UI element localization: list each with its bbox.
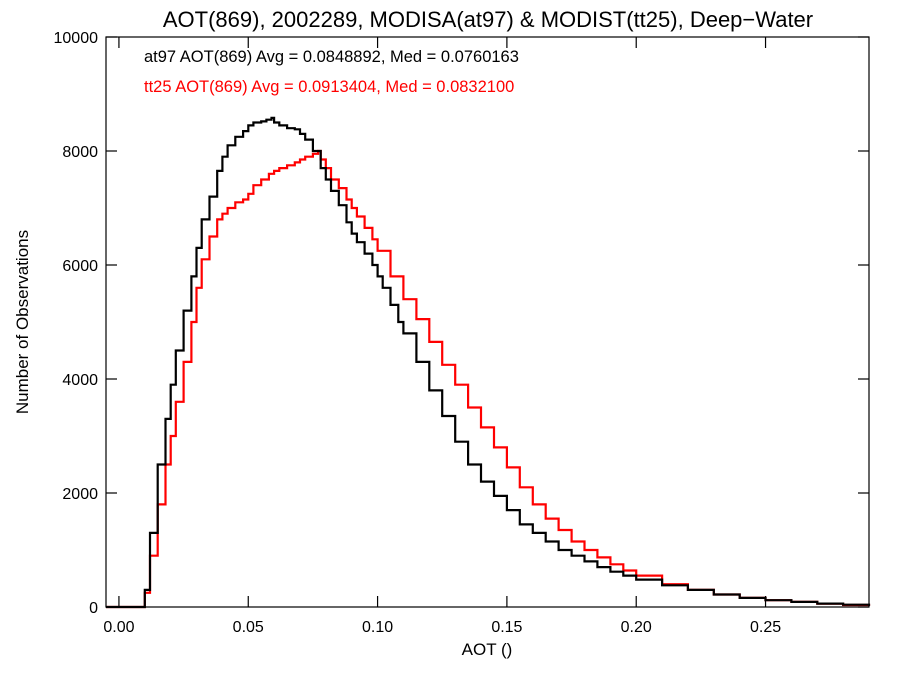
x-tick-label: 0.10 [362, 619, 393, 636]
series-tt25-histogram [106, 149, 871, 609]
series-at97-histogram [106, 116, 871, 609]
plot-frame [105, 36, 870, 608]
annotation-tt25-stats: tt25 AOT(869) Avg = 0.0913404, Med = 0.0… [144, 78, 514, 96]
y-tick-label: 10000 [54, 30, 99, 47]
y-tick-label: 0 [89, 600, 98, 617]
x-tick-label: 0.25 [750, 619, 781, 636]
y-tick-label: 4000 [62, 372, 98, 389]
x-tick-label: 0.00 [103, 619, 134, 636]
x-tick-label: 0.15 [491, 619, 522, 636]
chart-title: AOT(869), 2002289, MODISA(at97) & MODIST… [163, 7, 813, 32]
x-axis-ticks: 0.00 0.05 0.10 0.15 0.20 0.25 [103, 37, 781, 636]
y-tick-label: 8000 [62, 144, 98, 161]
x-tick-label: 0.20 [621, 619, 652, 636]
annotation-at97-stats: at97 AOT(869) Avg = 0.0848892, Med = 0.0… [144, 48, 519, 66]
y-axis-label: Number of Observations [13, 230, 32, 414]
x-axis-label: AOT () [462, 640, 513, 659]
y-axis-ticks: 0 2000 4000 6000 8000 10000 [54, 30, 869, 617]
x-tick-label: 0.05 [233, 619, 264, 636]
plot-series-group [106, 116, 871, 609]
y-tick-label: 2000 [62, 486, 98, 503]
y-tick-label: 6000 [62, 258, 98, 275]
